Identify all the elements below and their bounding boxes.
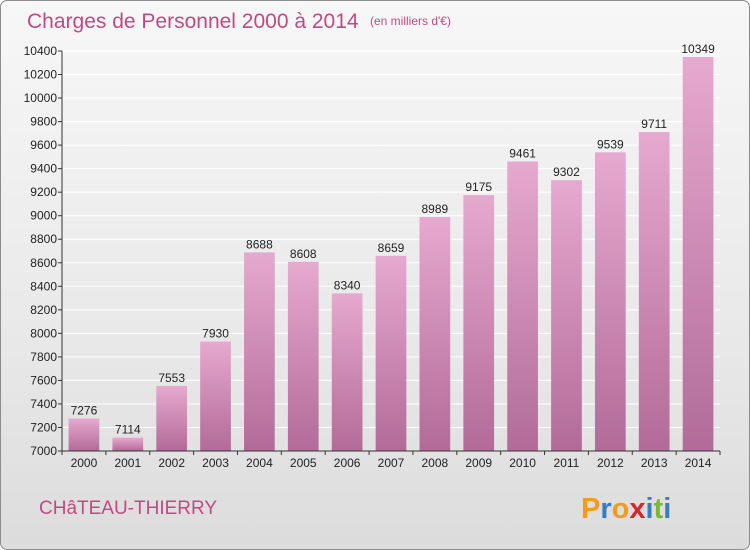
proxiti-logo: Proxiti: [581, 493, 671, 525]
y-tick-label: 9800: [30, 115, 57, 129]
logo-letter: i: [646, 493, 654, 525]
bar-2012: [594, 152, 626, 451]
bar-2001: [112, 437, 144, 451]
y-tick-label: 8800: [30, 232, 57, 246]
logo-letter: P: [581, 493, 600, 525]
value-label: 9175: [465, 180, 492, 194]
y-tick-label: 8600: [30, 256, 57, 270]
bar-2014: [682, 57, 714, 451]
y-tick-label: 7000: [30, 444, 57, 458]
x-tick-label: 2002: [158, 456, 185, 470]
x-tick-label: 2011: [554, 456, 580, 470]
value-label: 10349: [681, 42, 715, 56]
bars: [68, 57, 714, 452]
x-tick-label: 2004: [246, 456, 273, 470]
axes: [61, 51, 720, 452]
x-tick-label: 2012: [597, 456, 624, 470]
bar-2011: [551, 180, 582, 452]
logo-letter: i: [663, 493, 671, 525]
value-label: 8688: [246, 237, 273, 251]
chart-subtitle: (en milliers d'€): [370, 14, 451, 28]
bar-2002: [156, 385, 188, 451]
chart-title: Charges de Personnel 2000 à 2014: [27, 10, 359, 33]
value-label: 8608: [290, 247, 317, 261]
y-tick-label: 7200: [30, 420, 57, 434]
y-tick-label: 10000: [24, 91, 58, 105]
y-tick-label: 8200: [30, 303, 57, 317]
x-tick-label: 2000: [71, 456, 98, 470]
x-tick-label: 2014: [685, 456, 712, 470]
logo-letter: r: [600, 493, 611, 525]
value-label: 7553: [158, 371, 185, 385]
x-tick-label: 2006: [334, 456, 361, 470]
bar-2000: [68, 418, 100, 451]
logo-letter: t: [654, 493, 664, 525]
y-tick-label: 9200: [30, 185, 57, 199]
logo-letter: o: [612, 493, 630, 525]
bar-2013: [638, 132, 670, 451]
x-tick-label: 2003: [202, 456, 229, 470]
x-tick-label: 2008: [422, 456, 449, 470]
x-axis-ticks: 2000 2001 2002 2003 2004 2005 2006 2007 2008 2009…: [61, 451, 721, 470]
value-label: 8989: [422, 202, 449, 216]
bar-2009: [463, 195, 495, 451]
value-label: 8659: [378, 241, 405, 255]
y-tick-label: 7600: [30, 373, 57, 387]
bar-2003: [200, 341, 231, 451]
value-label: 9539: [597, 137, 624, 151]
value-labels: 7276 7114 7553 7930 8688 8608 8340 8659 8989 9175…: [71, 42, 715, 437]
logo-letter: x: [629, 493, 645, 525]
value-label: 7276: [71, 404, 98, 418]
bar-2007: [375, 255, 407, 451]
value-label: 9302: [553, 165, 580, 179]
y-tick-label: 10400: [24, 44, 58, 58]
y-tick-label: 10200: [24, 68, 58, 82]
y-tick-label: 7400: [30, 397, 57, 411]
x-tick-label: 2007: [378, 456, 405, 470]
x-tick-label: 2005: [290, 456, 317, 470]
city-name: CHâTEAU-THIERRY: [39, 498, 217, 519]
bar-2008: [419, 217, 451, 451]
y-tick-label: 7800: [30, 350, 57, 364]
x-tick-label: 2001: [114, 456, 141, 470]
bar-2010: [507, 161, 538, 451]
y-tick-label: 8000: [30, 326, 57, 340]
bar-2006: [331, 293, 363, 451]
x-tick-label: 2010: [509, 456, 536, 470]
x-tick-label: 2013: [641, 456, 668, 470]
value-label: 9461: [509, 146, 536, 160]
y-axis-ticks: 7000 7200 7400 7600 7800 8000 8200 8400 8600 8800…: [24, 44, 62, 458]
bar-2005: [287, 261, 319, 451]
y-tick-label: 9600: [30, 138, 57, 152]
y-tick-label: 9400: [30, 162, 57, 176]
y-tick-label: 9000: [30, 209, 57, 223]
x-tick-label: 2009: [465, 456, 492, 470]
value-label: 8340: [334, 278, 361, 292]
value-label: 7114: [115, 423, 141, 437]
bar-2004: [244, 252, 275, 451]
y-tick-label: 8400: [30, 279, 57, 293]
value-label: 7930: [202, 327, 229, 341]
value-label: 9711: [641, 117, 667, 131]
